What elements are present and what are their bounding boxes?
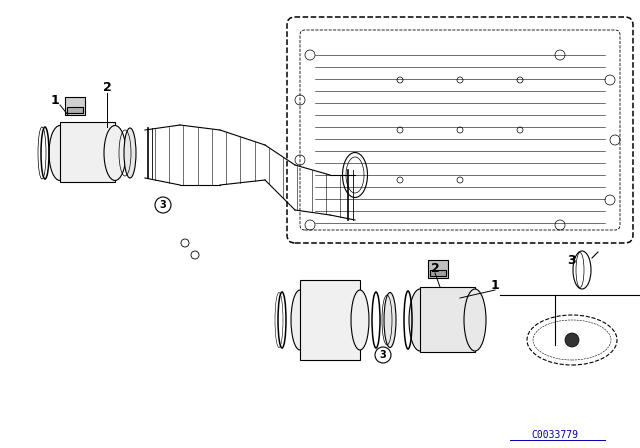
Text: 1: 1 [51,94,60,107]
Text: 3: 3 [380,350,387,360]
Ellipse shape [351,290,369,350]
Bar [65,97,85,115]
Bar [428,260,448,278]
Bar [67,107,83,113]
Ellipse shape [464,289,486,351]
Bar [430,270,446,276]
Circle shape [565,333,579,347]
Ellipse shape [409,289,431,351]
Ellipse shape [384,293,396,348]
Text: 2: 2 [431,262,440,275]
Bar [300,280,360,360]
Text: 3: 3 [159,200,166,210]
Ellipse shape [49,125,71,181]
Bar [60,122,115,182]
Text: 2: 2 [102,81,111,94]
Ellipse shape [291,290,309,350]
Text: 1: 1 [491,279,499,292]
Text: 3: 3 [568,254,576,267]
Ellipse shape [124,128,136,178]
Ellipse shape [104,125,126,181]
Text: C0033779: C0033779 [531,430,579,440]
Bar [420,287,475,352]
